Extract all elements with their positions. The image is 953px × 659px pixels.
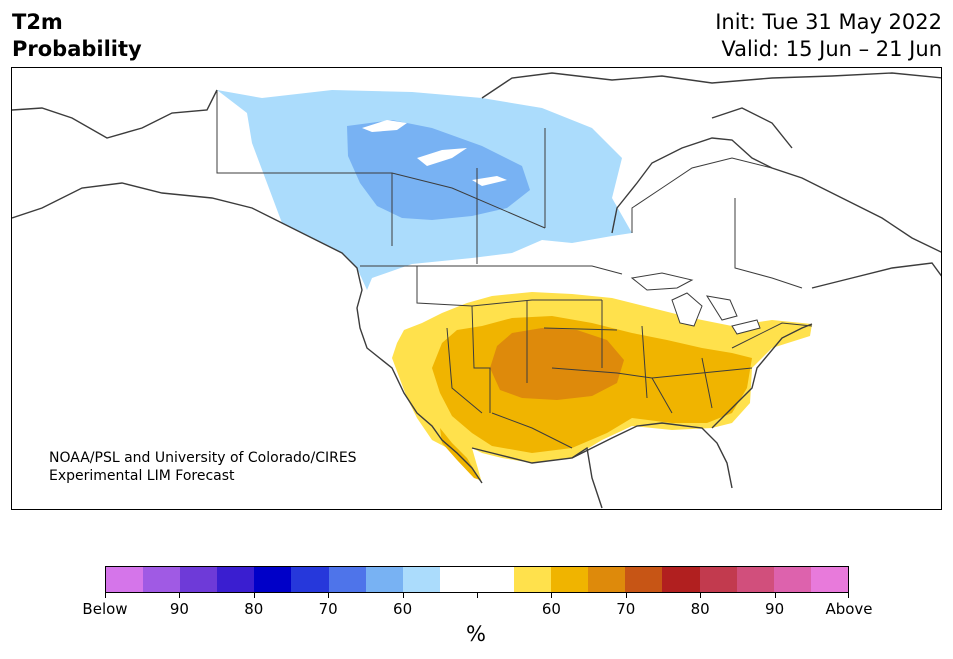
colorbar-units: % xyxy=(466,622,486,646)
colorbar-ticks: Below 90 80 70 60 60 70 80 90 Above xyxy=(82,593,873,623)
colorbar-tick-label: 90 xyxy=(765,600,785,618)
colorbar-tick-label: 80 xyxy=(244,600,264,618)
colorbar-segment xyxy=(625,567,663,592)
colorbar-tick xyxy=(402,593,404,598)
colorbar-segment xyxy=(291,567,329,592)
colorbar-segment xyxy=(402,567,440,592)
colorbar-segment xyxy=(180,567,218,592)
probability-map xyxy=(12,72,941,509)
colorbar-tick xyxy=(700,593,702,598)
colorbar-tick xyxy=(625,593,627,598)
colorbar-segment xyxy=(328,567,366,592)
colorbar-tick xyxy=(105,593,106,598)
map-panel xyxy=(11,67,942,510)
colorbar-tick xyxy=(179,593,181,598)
colorbar-center-tick xyxy=(477,593,478,598)
great-lakes xyxy=(630,272,761,335)
colorbar-tick xyxy=(551,593,553,598)
title-subtitle: Probability xyxy=(12,37,142,61)
colorbar-segment xyxy=(439,567,477,592)
lake-shape xyxy=(472,176,507,186)
coastlines xyxy=(12,72,941,509)
colorbar-segment xyxy=(810,567,848,592)
above-normal-70-region xyxy=(490,328,624,400)
colorbar-segment xyxy=(106,567,144,592)
colorbar-tick-label: Below xyxy=(82,600,128,618)
title-variable: T2m xyxy=(12,10,63,34)
colorbar-tick-label: 60 xyxy=(393,600,413,618)
colorbar-tick-label: 60 xyxy=(541,600,561,618)
credit-line-1: NOAA/PSL and University of Colorado/CIRE… xyxy=(49,450,357,466)
colorbar-tick-label: 70 xyxy=(318,600,338,618)
colorbar-tick-label: 70 xyxy=(616,600,636,618)
lake-shape xyxy=(362,120,407,132)
colorbar-tick xyxy=(253,593,255,598)
colorbar-segment xyxy=(588,567,626,592)
colorbar-tick-label: 80 xyxy=(690,600,710,618)
colorbar-segment xyxy=(736,567,774,592)
colorbar-segment xyxy=(476,567,515,592)
lake-shape xyxy=(417,148,467,166)
colorbar xyxy=(105,566,849,593)
credit-text: NOAA/PSL and University of Colorado/CIRE… xyxy=(49,449,357,485)
below-normal-65-region xyxy=(347,120,530,220)
colorbar-segment xyxy=(217,567,255,592)
valid-range: Valid: 15 Jun – 21 Jun xyxy=(721,37,942,61)
colorbar-tick xyxy=(328,593,330,598)
colorbar-tick-label: 90 xyxy=(169,600,189,618)
init-date: Init: Tue 31 May 2022 xyxy=(715,10,942,34)
colorbar-segment xyxy=(365,567,403,592)
colorbar-tick-label: Above xyxy=(825,600,873,618)
colorbar-segment xyxy=(773,567,811,592)
colorbar-segment xyxy=(143,567,181,592)
colorbar-segment xyxy=(514,567,552,592)
colorbar-tick xyxy=(848,593,849,598)
colorbar-segment xyxy=(699,567,737,592)
colorbar-tick xyxy=(774,593,776,598)
credit-line-2: Experimental LIM Forecast xyxy=(49,468,235,484)
date-info: Init: Tue 31 May 2022 Valid: 15 Jun – 21… xyxy=(715,9,942,63)
political-boundaries xyxy=(216,90,813,449)
colorbar-segment xyxy=(662,567,700,592)
colorbar-segment xyxy=(254,567,292,592)
map-title: T2m Probability xyxy=(12,9,142,63)
colorbar-segment xyxy=(551,567,589,592)
above-normal-65-baja xyxy=(440,428,480,480)
